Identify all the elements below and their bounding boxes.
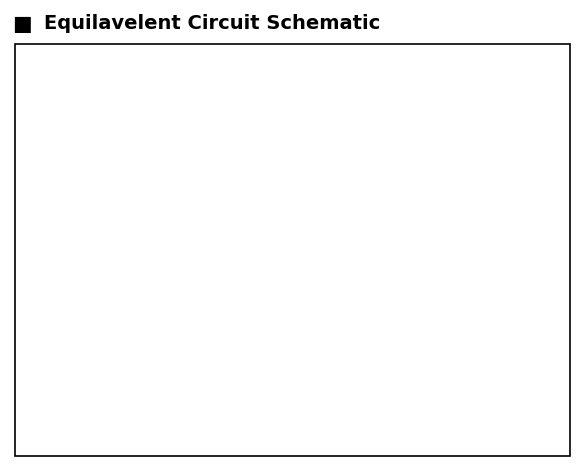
Circle shape — [160, 117, 168, 126]
Circle shape — [409, 117, 416, 126]
Text: E1C2: E1C2 — [303, 385, 335, 399]
Polygon shape — [391, 206, 399, 213]
Text: C1: C1 — [47, 385, 63, 399]
Circle shape — [48, 358, 62, 373]
Circle shape — [284, 358, 298, 373]
Circle shape — [193, 117, 201, 126]
Circle shape — [129, 391, 143, 406]
Circle shape — [405, 391, 420, 406]
Circle shape — [530, 358, 544, 373]
Polygon shape — [464, 57, 485, 86]
Text: G1: G1 — [127, 432, 144, 445]
Text: E2: E2 — [404, 432, 420, 445]
Circle shape — [345, 391, 359, 406]
Text: ■: ■ — [12, 14, 31, 34]
Polygon shape — [115, 57, 137, 86]
Polygon shape — [175, 206, 183, 213]
Text: E2: E2 — [529, 385, 545, 399]
Text: G2: G2 — [342, 432, 360, 445]
Text: Equilavelent Circuit Schematic: Equilavelent Circuit Schematic — [44, 14, 380, 33]
Circle shape — [190, 391, 204, 406]
Circle shape — [287, 117, 295, 126]
Text: E1: E1 — [189, 432, 204, 445]
Circle shape — [376, 117, 384, 126]
